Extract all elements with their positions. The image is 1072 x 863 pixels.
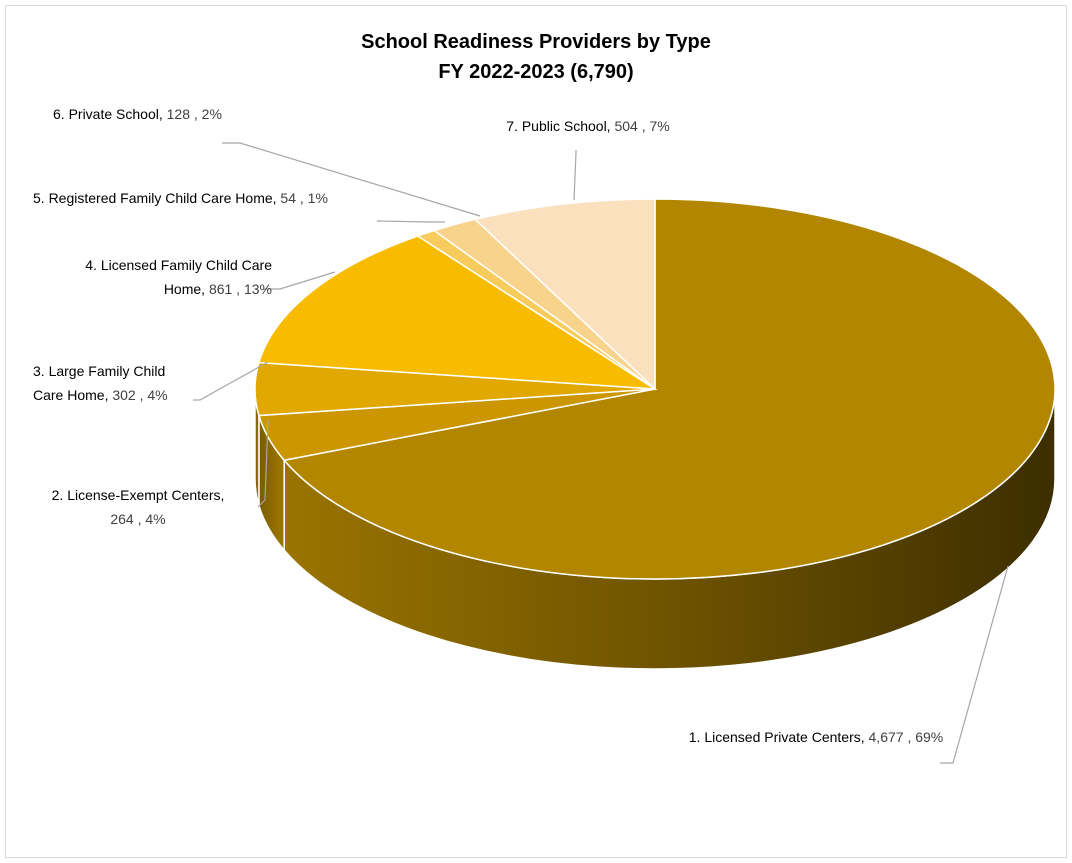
data-label-text: 2. License-Exempt Centers, [52, 487, 225, 503]
data-label-text: 6. Private School, 128 , 2% [53, 106, 222, 122]
data-label-text: 264 , 4% [110, 511, 165, 527]
data-label-text: 1. Licensed Private Centers, 4,677 , 69% [689, 729, 944, 745]
data-label-7: 7. Public School, 504 , 7% [506, 118, 669, 134]
pie-top-face [254, 198, 1056, 580]
data-label-text: 4. Licensed Family Child Care [85, 257, 272, 273]
data-label-4: 4. Licensed Family Child Care Home, 861 ,… [85, 257, 272, 297]
pie-slice-1 [282, 198, 1056, 580]
data-label-6: 6. Private School, 128 , 2% [53, 106, 222, 122]
data-label-text: 5. Registered Family Child Care Home, 54… [33, 190, 328, 206]
data-label-5: 5. Registered Family Child Care Home, 54… [33, 190, 328, 206]
data-label-2: 2. License-Exempt Centers, 264 , 4% [52, 487, 225, 527]
data-label-text: Care Home, 302 , 4% [33, 387, 168, 403]
leader-line-2 [257, 419, 269, 508]
leader-line-7 [573, 150, 577, 201]
leader-line-6 [222, 142, 481, 217]
data-label-text: Home, 861 , 13% [164, 281, 272, 297]
chart-subtitle: FY 2022-2023 (6,790) [438, 61, 633, 83]
data-labels: 1. Licensed Private Centers, 4,677 , 69%… [33, 106, 943, 745]
leader-line-3 [193, 361, 269, 401]
pie-slice-7 [473, 198, 656, 391]
data-label-text: 7. Public School, 504 , 7% [506, 118, 669, 134]
data-label-3: 3. Large Family Child Care Home, 302 , 4% [33, 363, 168, 403]
data-label-text: 3. Large Family Child [33, 363, 165, 379]
data-label-1: 1. Licensed Private Centers, 4,677 , 69% [689, 729, 944, 745]
leader-line-1 [940, 565, 1009, 764]
leader-line-5 [376, 220, 445, 223]
chart-title: School Readiness Providers by Type [361, 31, 711, 53]
pie-slice-4 [257, 235, 658, 390]
leader-lines [193, 142, 1009, 764]
leader-line-4 [264, 271, 336, 290]
